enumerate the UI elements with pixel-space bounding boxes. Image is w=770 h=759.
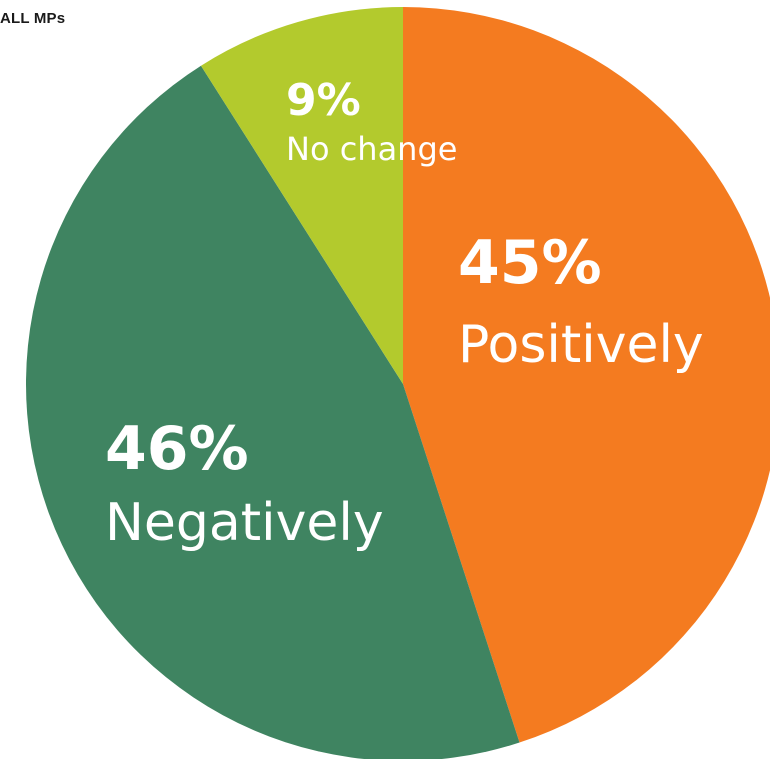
pie-slices: [26, 7, 770, 759]
slice-category-label: Negatively: [105, 493, 384, 553]
slice-value-label: 46%: [105, 414, 249, 484]
slice-value-label: 9%: [286, 75, 361, 126]
slice-value-label: 45%: [458, 228, 602, 298]
slice-category-label: No change: [286, 130, 457, 168]
slice-category-label: Positively: [458, 315, 704, 375]
